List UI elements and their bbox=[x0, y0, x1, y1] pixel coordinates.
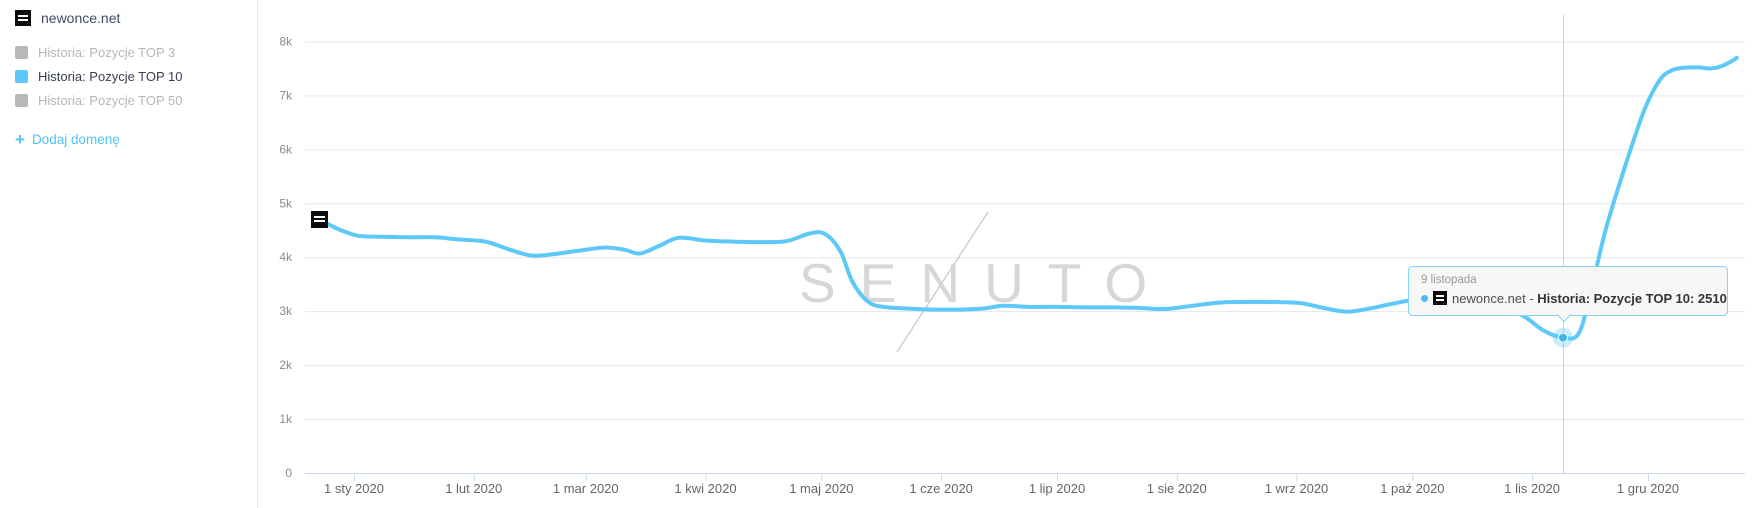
legend-swatch-top3 bbox=[15, 45, 28, 59]
senuto-watermark: SENUTO bbox=[799, 252, 1172, 314]
svg-text:1 sie 2020: 1 sie 2020 bbox=[1147, 481, 1207, 496]
legend-item-top10[interactable]: Historia: Pozycje TOP 10 bbox=[15, 64, 243, 88]
svg-text:2k: 2k bbox=[279, 358, 293, 372]
svg-text:5k: 5k bbox=[279, 196, 293, 210]
svg-text:1 kwi 2020: 1 kwi 2020 bbox=[674, 481, 736, 496]
add-domain-label: Dodaj domenę bbox=[31, 132, 120, 147]
svg-text:4k: 4k bbox=[279, 250, 293, 264]
chart-sidebar: newonce.net Historia: Pozycje TOP 3 Hist… bbox=[0, 0, 258, 508]
svg-text:1 mar 2020: 1 mar 2020 bbox=[553, 481, 619, 496]
svg-text:6k: 6k bbox=[279, 142, 293, 156]
svg-text:1 sty 2020: 1 sty 2020 bbox=[324, 481, 384, 496]
svg-text:1 maj 2020: 1 maj 2020 bbox=[789, 481, 853, 496]
svg-text:1 paź 2020: 1 paź 2020 bbox=[1380, 481, 1444, 496]
svg-text:1 lut 2020: 1 lut 2020 bbox=[445, 481, 502, 496]
legend-label-top3: Historia: Pozycje TOP 3 bbox=[38, 44, 176, 60]
legend-label-top10: Historia: Pozycje TOP 10 bbox=[38, 68, 183, 84]
svg-text:1 lip 2020: 1 lip 2020 bbox=[1029, 481, 1085, 496]
svg-text:7k: 7k bbox=[279, 88, 293, 102]
plus-icon: + bbox=[15, 130, 25, 149]
svg-text:8k: 8k bbox=[279, 34, 293, 48]
domain-label: newonce.net bbox=[41, 10, 121, 26]
svg-text:1 wrz 2020: 1 wrz 2020 bbox=[1265, 481, 1329, 496]
legend-item-top50[interactable]: Historia: Pozycje TOP 50 bbox=[15, 88, 243, 112]
legend-label-top50: Historia: Pozycje TOP 50 bbox=[38, 92, 183, 108]
svg-text:1 cze 2020: 1 cze 2020 bbox=[909, 481, 973, 496]
svg-text:1 lis 2020: 1 lis 2020 bbox=[1504, 481, 1560, 496]
newonce-favicon-icon bbox=[15, 10, 31, 26]
add-domain-button[interactable]: + Dodaj domenę bbox=[15, 131, 243, 148]
domain-row[interactable]: newonce.net bbox=[15, 9, 243, 27]
svg-text:1k: 1k bbox=[279, 412, 293, 426]
legend-swatch-top50 bbox=[15, 93, 28, 107]
legend-swatch-top10 bbox=[15, 69, 28, 83]
series-start-favicon-marker bbox=[310, 210, 328, 228]
svg-text:3k: 3k bbox=[279, 304, 293, 318]
svg-text:0: 0 bbox=[285, 466, 292, 480]
legend-item-top3[interactable]: Historia: Pozycje TOP 3 bbox=[15, 40, 243, 64]
legend: Historia: Pozycje TOP 3 Historia: Pozycj… bbox=[15, 40, 243, 112]
svg-text:1 gru 2020: 1 gru 2020 bbox=[1617, 481, 1679, 496]
